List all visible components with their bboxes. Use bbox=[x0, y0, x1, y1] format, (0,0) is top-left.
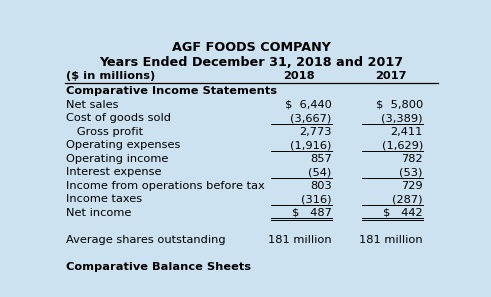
Text: 2017: 2017 bbox=[375, 71, 406, 81]
Text: 2,773: 2,773 bbox=[299, 127, 331, 137]
Text: Income taxes: Income taxes bbox=[66, 194, 142, 204]
Text: Interest expense: Interest expense bbox=[66, 168, 162, 177]
Text: 803: 803 bbox=[310, 181, 331, 191]
Text: Operating expenses: Operating expenses bbox=[66, 140, 180, 150]
Text: Net sales: Net sales bbox=[66, 100, 118, 110]
Text: Income from operations before tax: Income from operations before tax bbox=[66, 181, 265, 191]
Text: ($ in millions): ($ in millions) bbox=[66, 71, 155, 81]
Text: Comparative Balance Sheets: Comparative Balance Sheets bbox=[66, 262, 251, 272]
Text: (287): (287) bbox=[392, 194, 423, 204]
Text: Operating income: Operating income bbox=[66, 154, 168, 164]
Text: (3,389): (3,389) bbox=[382, 113, 423, 123]
Text: $   442: $ 442 bbox=[383, 208, 423, 218]
Text: 181 million: 181 million bbox=[359, 235, 423, 245]
Text: (3,667): (3,667) bbox=[290, 113, 331, 123]
Text: (1,916): (1,916) bbox=[290, 140, 331, 150]
Text: 2,411: 2,411 bbox=[390, 127, 423, 137]
Text: Cost of goods sold: Cost of goods sold bbox=[66, 113, 171, 123]
Text: $  6,440: $ 6,440 bbox=[285, 100, 331, 110]
Text: 782: 782 bbox=[401, 154, 423, 164]
Text: $  5,800: $ 5,800 bbox=[376, 100, 423, 110]
Text: AGF FOODS COMPANY: AGF FOODS COMPANY bbox=[172, 41, 331, 54]
Text: Years Ended December 31, 2018 and 2017: Years Ended December 31, 2018 and 2017 bbox=[100, 56, 404, 69]
Text: (316): (316) bbox=[301, 194, 331, 204]
Text: (54): (54) bbox=[308, 168, 331, 177]
Text: (53): (53) bbox=[400, 168, 423, 177]
Text: Net income: Net income bbox=[66, 208, 131, 218]
Text: 729: 729 bbox=[401, 181, 423, 191]
Text: (1,629): (1,629) bbox=[382, 140, 423, 150]
Text: 857: 857 bbox=[310, 154, 331, 164]
Text: 2018: 2018 bbox=[283, 71, 315, 81]
Text: Average shares outstanding: Average shares outstanding bbox=[66, 235, 225, 245]
Text: $   487: $ 487 bbox=[292, 208, 331, 218]
Text: 181 million: 181 million bbox=[268, 235, 331, 245]
Text: Gross profit: Gross profit bbox=[66, 127, 143, 137]
Text: Comparative Income Statements: Comparative Income Statements bbox=[66, 86, 277, 97]
